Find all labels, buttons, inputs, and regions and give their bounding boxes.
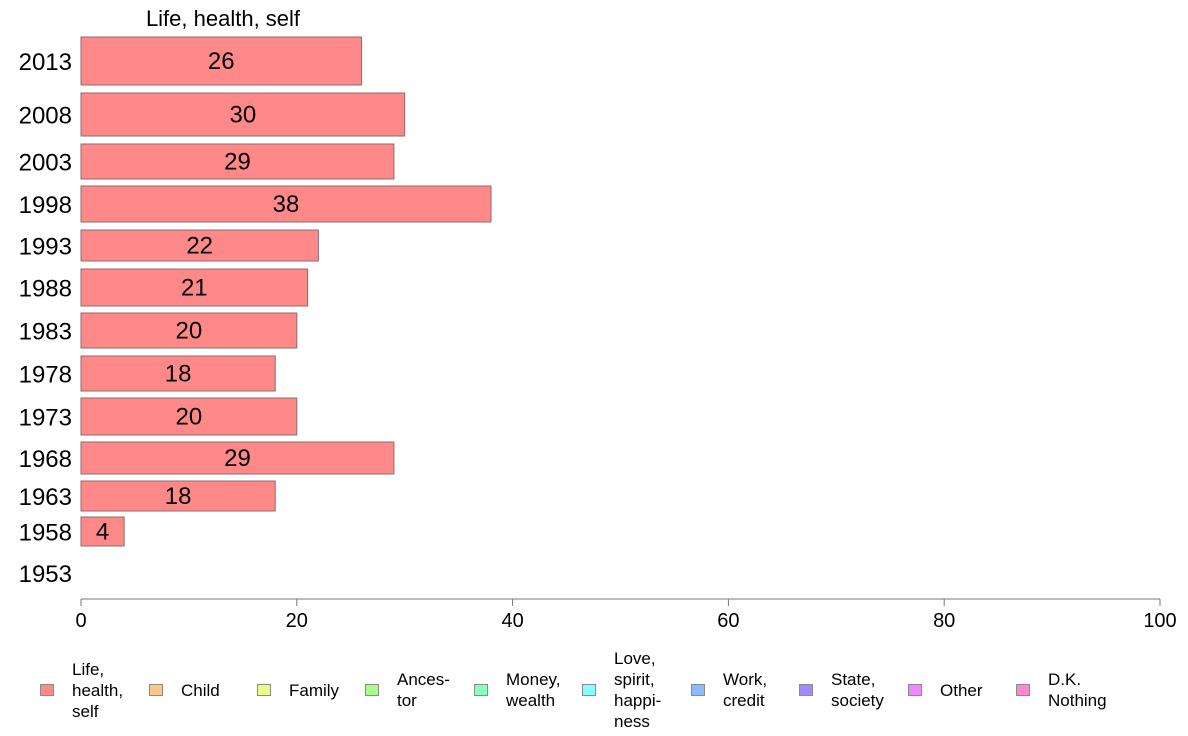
bar-value-label: 26 — [208, 48, 235, 75]
bar — [80, 92, 406, 137]
bar — [80, 480, 276, 512]
bar-value-label: 29 — [224, 445, 251, 472]
year-label: 2003 — [19, 150, 72, 177]
bar — [80, 312, 298, 349]
legend-item: Money, wealth — [474, 646, 561, 734]
x-tick-label: 100 — [1143, 610, 1176, 632]
legend-swatch — [908, 684, 922, 696]
legend-swatch — [40, 684, 54, 696]
bar — [80, 143, 395, 180]
bar-value-label: 21 — [181, 275, 208, 302]
bar-value-label: 30 — [229, 102, 256, 129]
year-label: 1968 — [19, 446, 72, 473]
bar — [80, 36, 363, 86]
bar — [80, 397, 298, 436]
legend-item: D.K. Nothing — [1016, 646, 1107, 734]
legend-label: Work, credit — [723, 670, 768, 710]
x-axis: 0 20 40 60 80 100 — [75, 598, 1177, 632]
legend-label: Other — [940, 680, 983, 700]
legend-swatch — [691, 684, 705, 696]
legend-item: State, society — [799, 646, 884, 734]
bar — [80, 185, 492, 223]
bar-series: 26 30 29 38 22 21 20 18 20 29 18 4 — [80, 36, 492, 547]
legend-item: Love, spirit, happi- ness — [582, 646, 661, 734]
legend-label: D.K. Nothing — [1048, 670, 1107, 710]
legend-swatch — [365, 684, 379, 696]
legend-label: Child — [181, 680, 220, 700]
bar-value-label: 38 — [273, 191, 300, 218]
legend-item: Other — [908, 646, 983, 734]
year-label: 1988 — [19, 276, 72, 303]
bar — [80, 268, 309, 307]
year-label: 1958 — [19, 520, 72, 547]
year-label: 1953 — [19, 561, 72, 588]
year-label: 1963 — [19, 484, 72, 511]
year-label: 2013 — [19, 49, 72, 76]
legend-item: Ances- tor — [365, 646, 450, 734]
bar — [80, 229, 319, 262]
legend-swatch — [149, 684, 163, 696]
year-label: 1998 — [19, 192, 72, 219]
bar-value-label: 20 — [176, 318, 203, 345]
x-tick-label: 0 — [75, 610, 86, 632]
x-tick-label: 60 — [717, 610, 739, 632]
bar — [80, 441, 395, 475]
legend-item: Family — [257, 646, 339, 734]
legend-swatch — [582, 684, 596, 696]
bar-value-label: 4 — [96, 519, 109, 546]
legend-label: Love, spirit, happi- ness — [614, 649, 662, 731]
legend-label: Ances- tor — [397, 670, 450, 710]
x-tick-label: 80 — [933, 610, 955, 632]
year-label: 1993 — [19, 234, 72, 261]
x-tick-label: 20 — [286, 610, 308, 632]
year-label: 1978 — [19, 362, 72, 389]
legend-swatch — [257, 684, 271, 696]
chart-title: Life, health, self — [146, 6, 301, 31]
bar-value-label: 18 — [165, 361, 192, 388]
x-tick-label: 40 — [501, 610, 523, 632]
year-axis-labels: 2013 2008 2003 1998 1993 1988 1983 1978 1973 1968… — [19, 49, 72, 588]
legend-item: Work, credit — [691, 646, 767, 734]
legend-swatch — [1016, 684, 1030, 696]
bar-value-label: 22 — [186, 233, 213, 260]
bar — [80, 355, 276, 392]
bar-chart: Life, health, self 2013 2008 2003 1998 1993 1… — [19, 6, 1177, 632]
year-label: 1973 — [19, 405, 72, 432]
legend-item: Life, health, self — [40, 646, 123, 734]
legend-item: Child — [149, 646, 220, 734]
year-label: 2008 — [19, 103, 72, 130]
bar-value-label: 18 — [165, 483, 192, 510]
legend-label: State, society — [831, 670, 884, 710]
legend-swatch — [799, 684, 813, 696]
chart-legend: Life, health, self Child Family Ances- tor M… — [0, 646, 1188, 734]
year-label: 1983 — [19, 319, 72, 346]
legend-label: Family — [289, 680, 340, 700]
bar-value-label: 29 — [224, 149, 251, 176]
legend-label: Money, wealth — [506, 670, 561, 710]
legend-swatch — [474, 684, 488, 696]
legend-label: Life, health, self — [72, 659, 124, 721]
bar-value-label: 20 — [176, 404, 203, 431]
bar — [80, 516, 125, 547]
